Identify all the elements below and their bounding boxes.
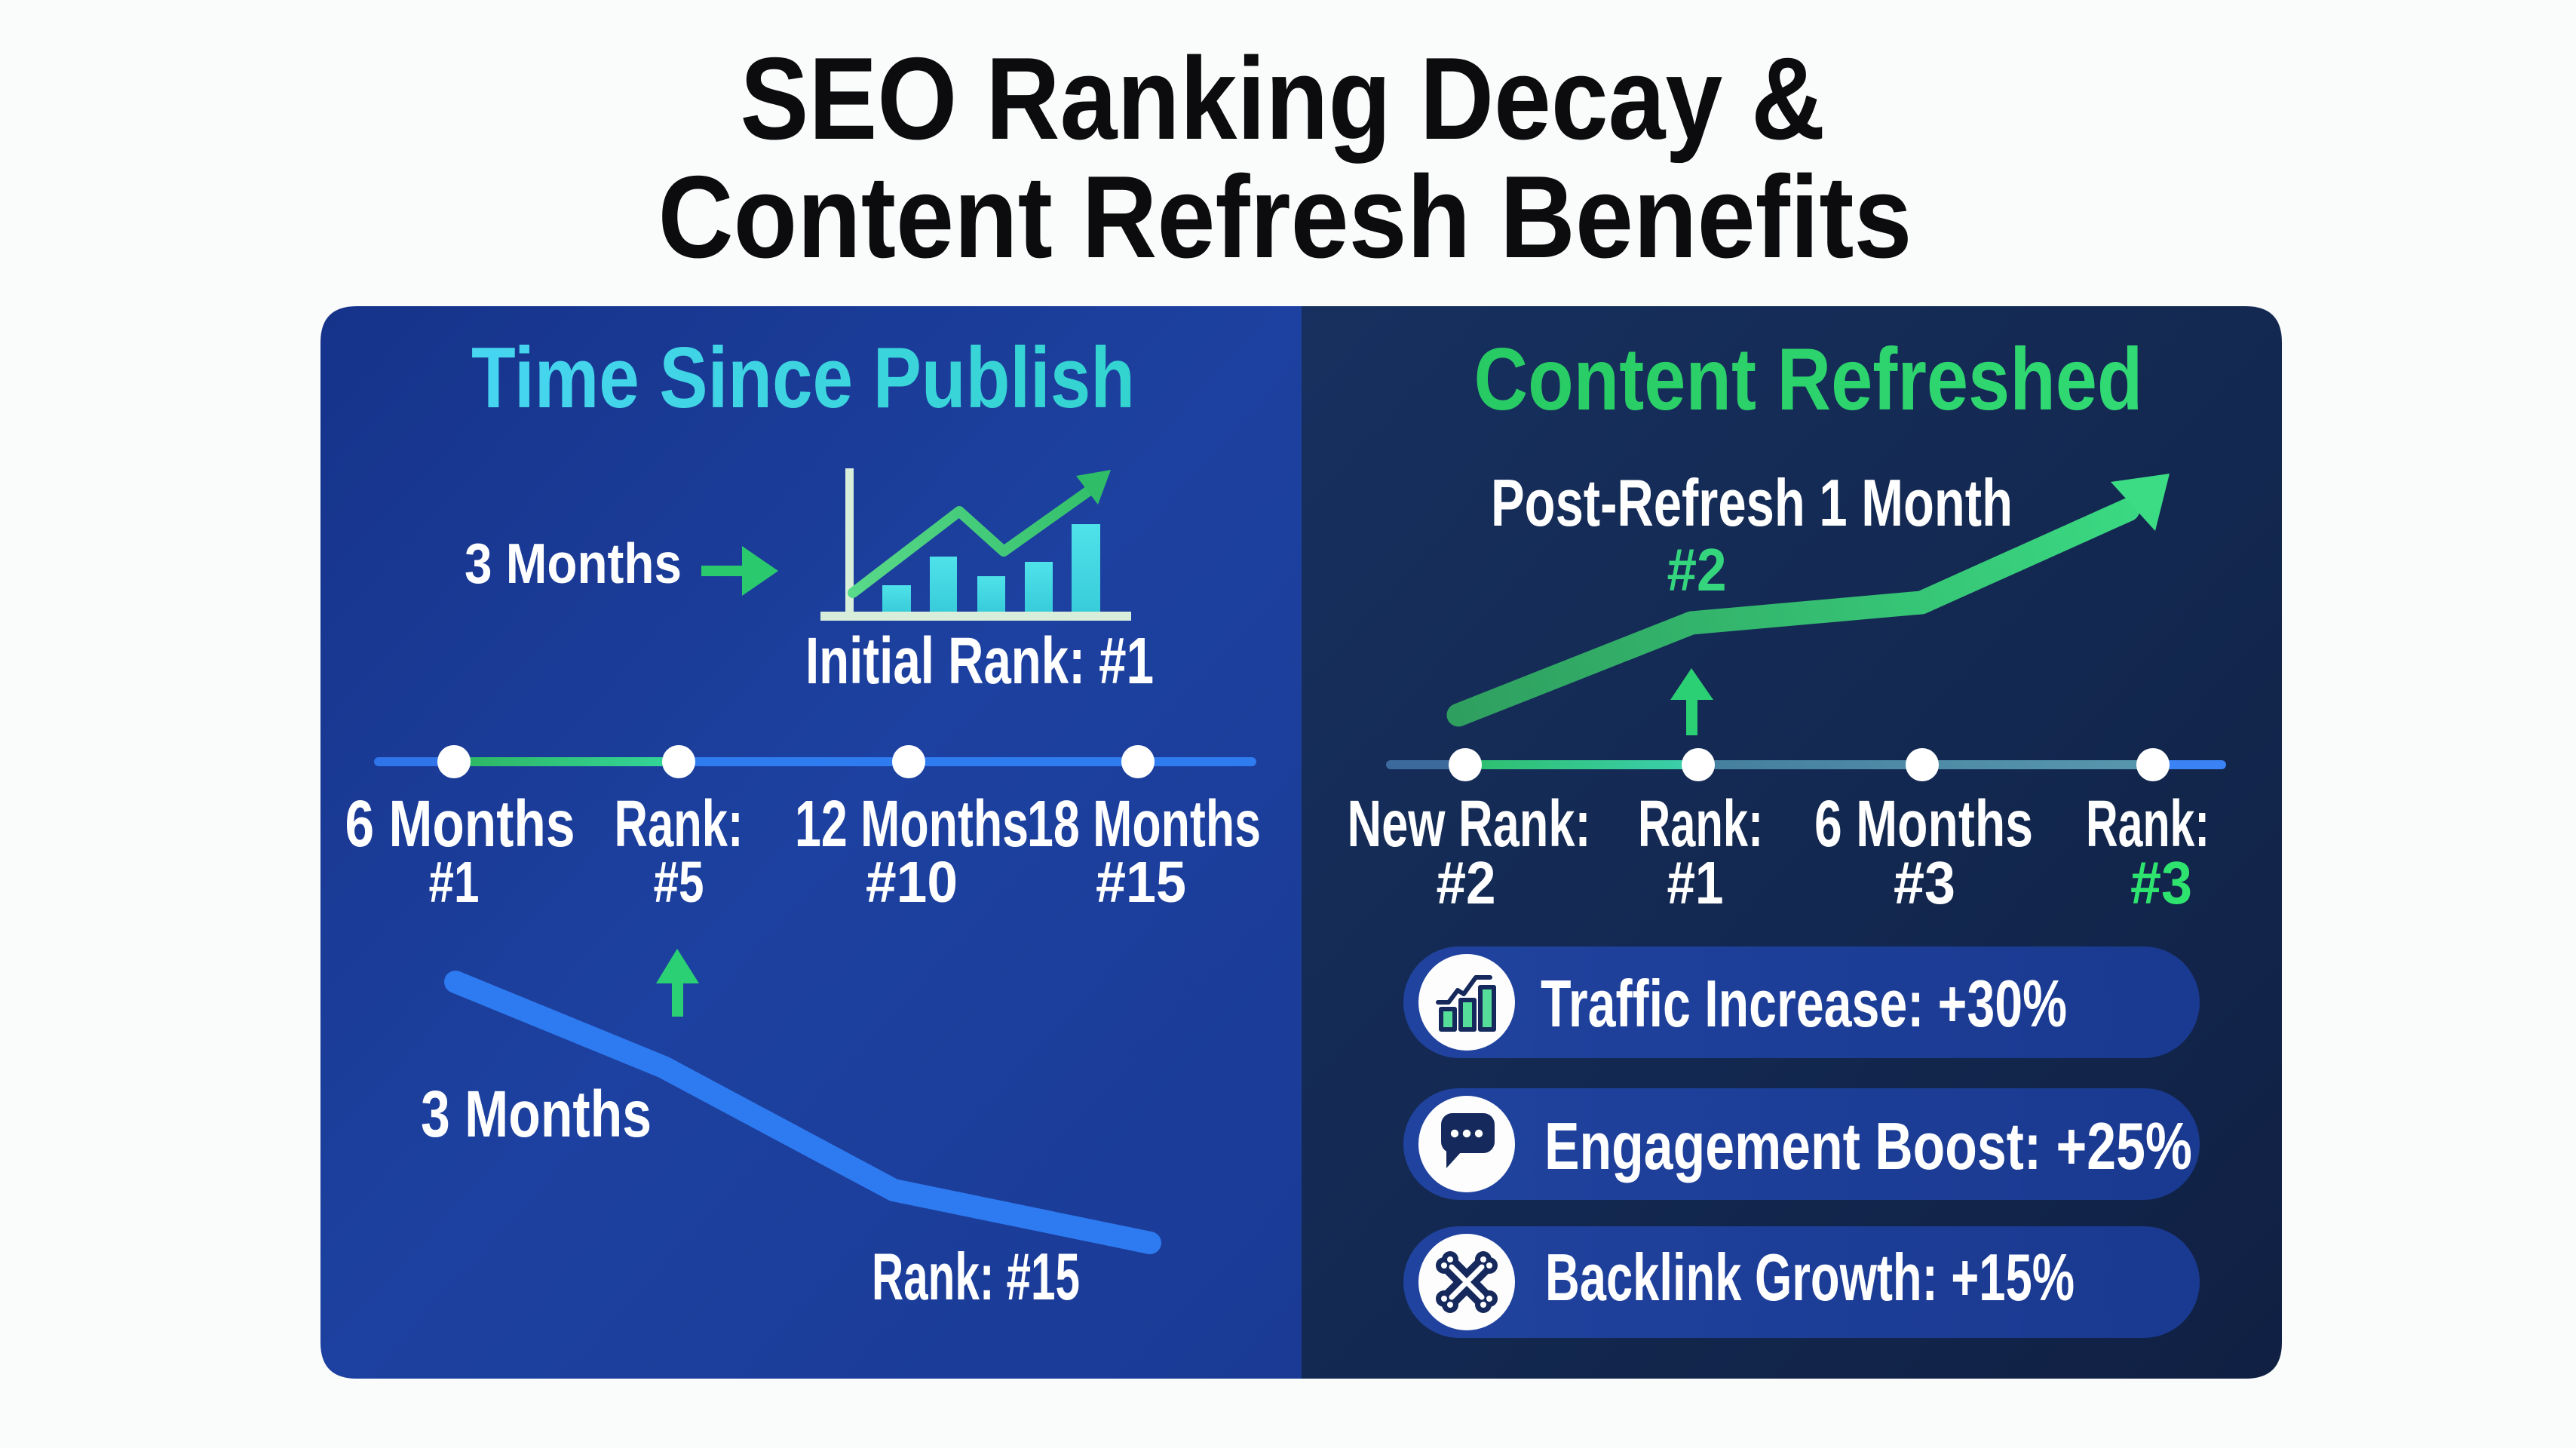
svg-text:Content Refreshed: Content Refreshed [1474,330,2143,428]
svg-text:#15: #15 [1096,850,1186,915]
svg-text:6 Months: 6 Months [1814,787,2033,861]
svg-text:Rank:: Rank: [1638,787,1763,861]
svg-text:Time Since Publish: Time Since Publish [471,330,1135,426]
svg-text:#1: #1 [1667,849,1724,916]
svg-text:Rank: #15: Rank: #15 [872,1239,1080,1314]
svg-text:Traffic Increase: +30%: Traffic Increase: +30% [1541,966,2067,1041]
svg-text:12 Months: 12 Months [795,787,1029,861]
svg-text:#1: #1 [429,850,480,915]
svg-text:3 Months: 3 Months [465,532,682,595]
svg-text:Post-Refresh 1 Month: Post-Refresh 1 Month [1491,465,2013,540]
svg-text:#2: #2 [1667,536,1727,603]
svg-text:6 Months: 6 Months [345,787,575,861]
svg-text:#3: #3 [1894,849,1955,916]
svg-text:Initial Rank: #1: Initial Rank: #1 [805,624,1154,698]
svg-text:Content Refresh Benefits: Content Refresh Benefits [658,152,1912,282]
svg-text:#5: #5 [654,850,704,915]
svg-text:Rank:: Rank: [615,787,744,861]
svg-text:3 Months: 3 Months [421,1078,652,1151]
svg-text:18 Months: 18 Months [1027,787,1261,861]
svg-text:SEO Ranking Decay &: SEO Ranking Decay & [741,33,1826,164]
svg-text:Rank:: Rank: [2086,787,2210,861]
svg-text:New Rank:: New Rank: [1348,787,1591,861]
svg-text:#10: #10 [866,850,958,915]
svg-text:#3: #3 [2130,849,2192,916]
svg-text:#2: #2 [1437,849,1496,916]
svg-text:Engagement Boost: +25%: Engagement Boost: +25% [1544,1109,2192,1183]
svg-text:Backlink Growth: +15%: Backlink Growth: +15% [1545,1240,2075,1315]
